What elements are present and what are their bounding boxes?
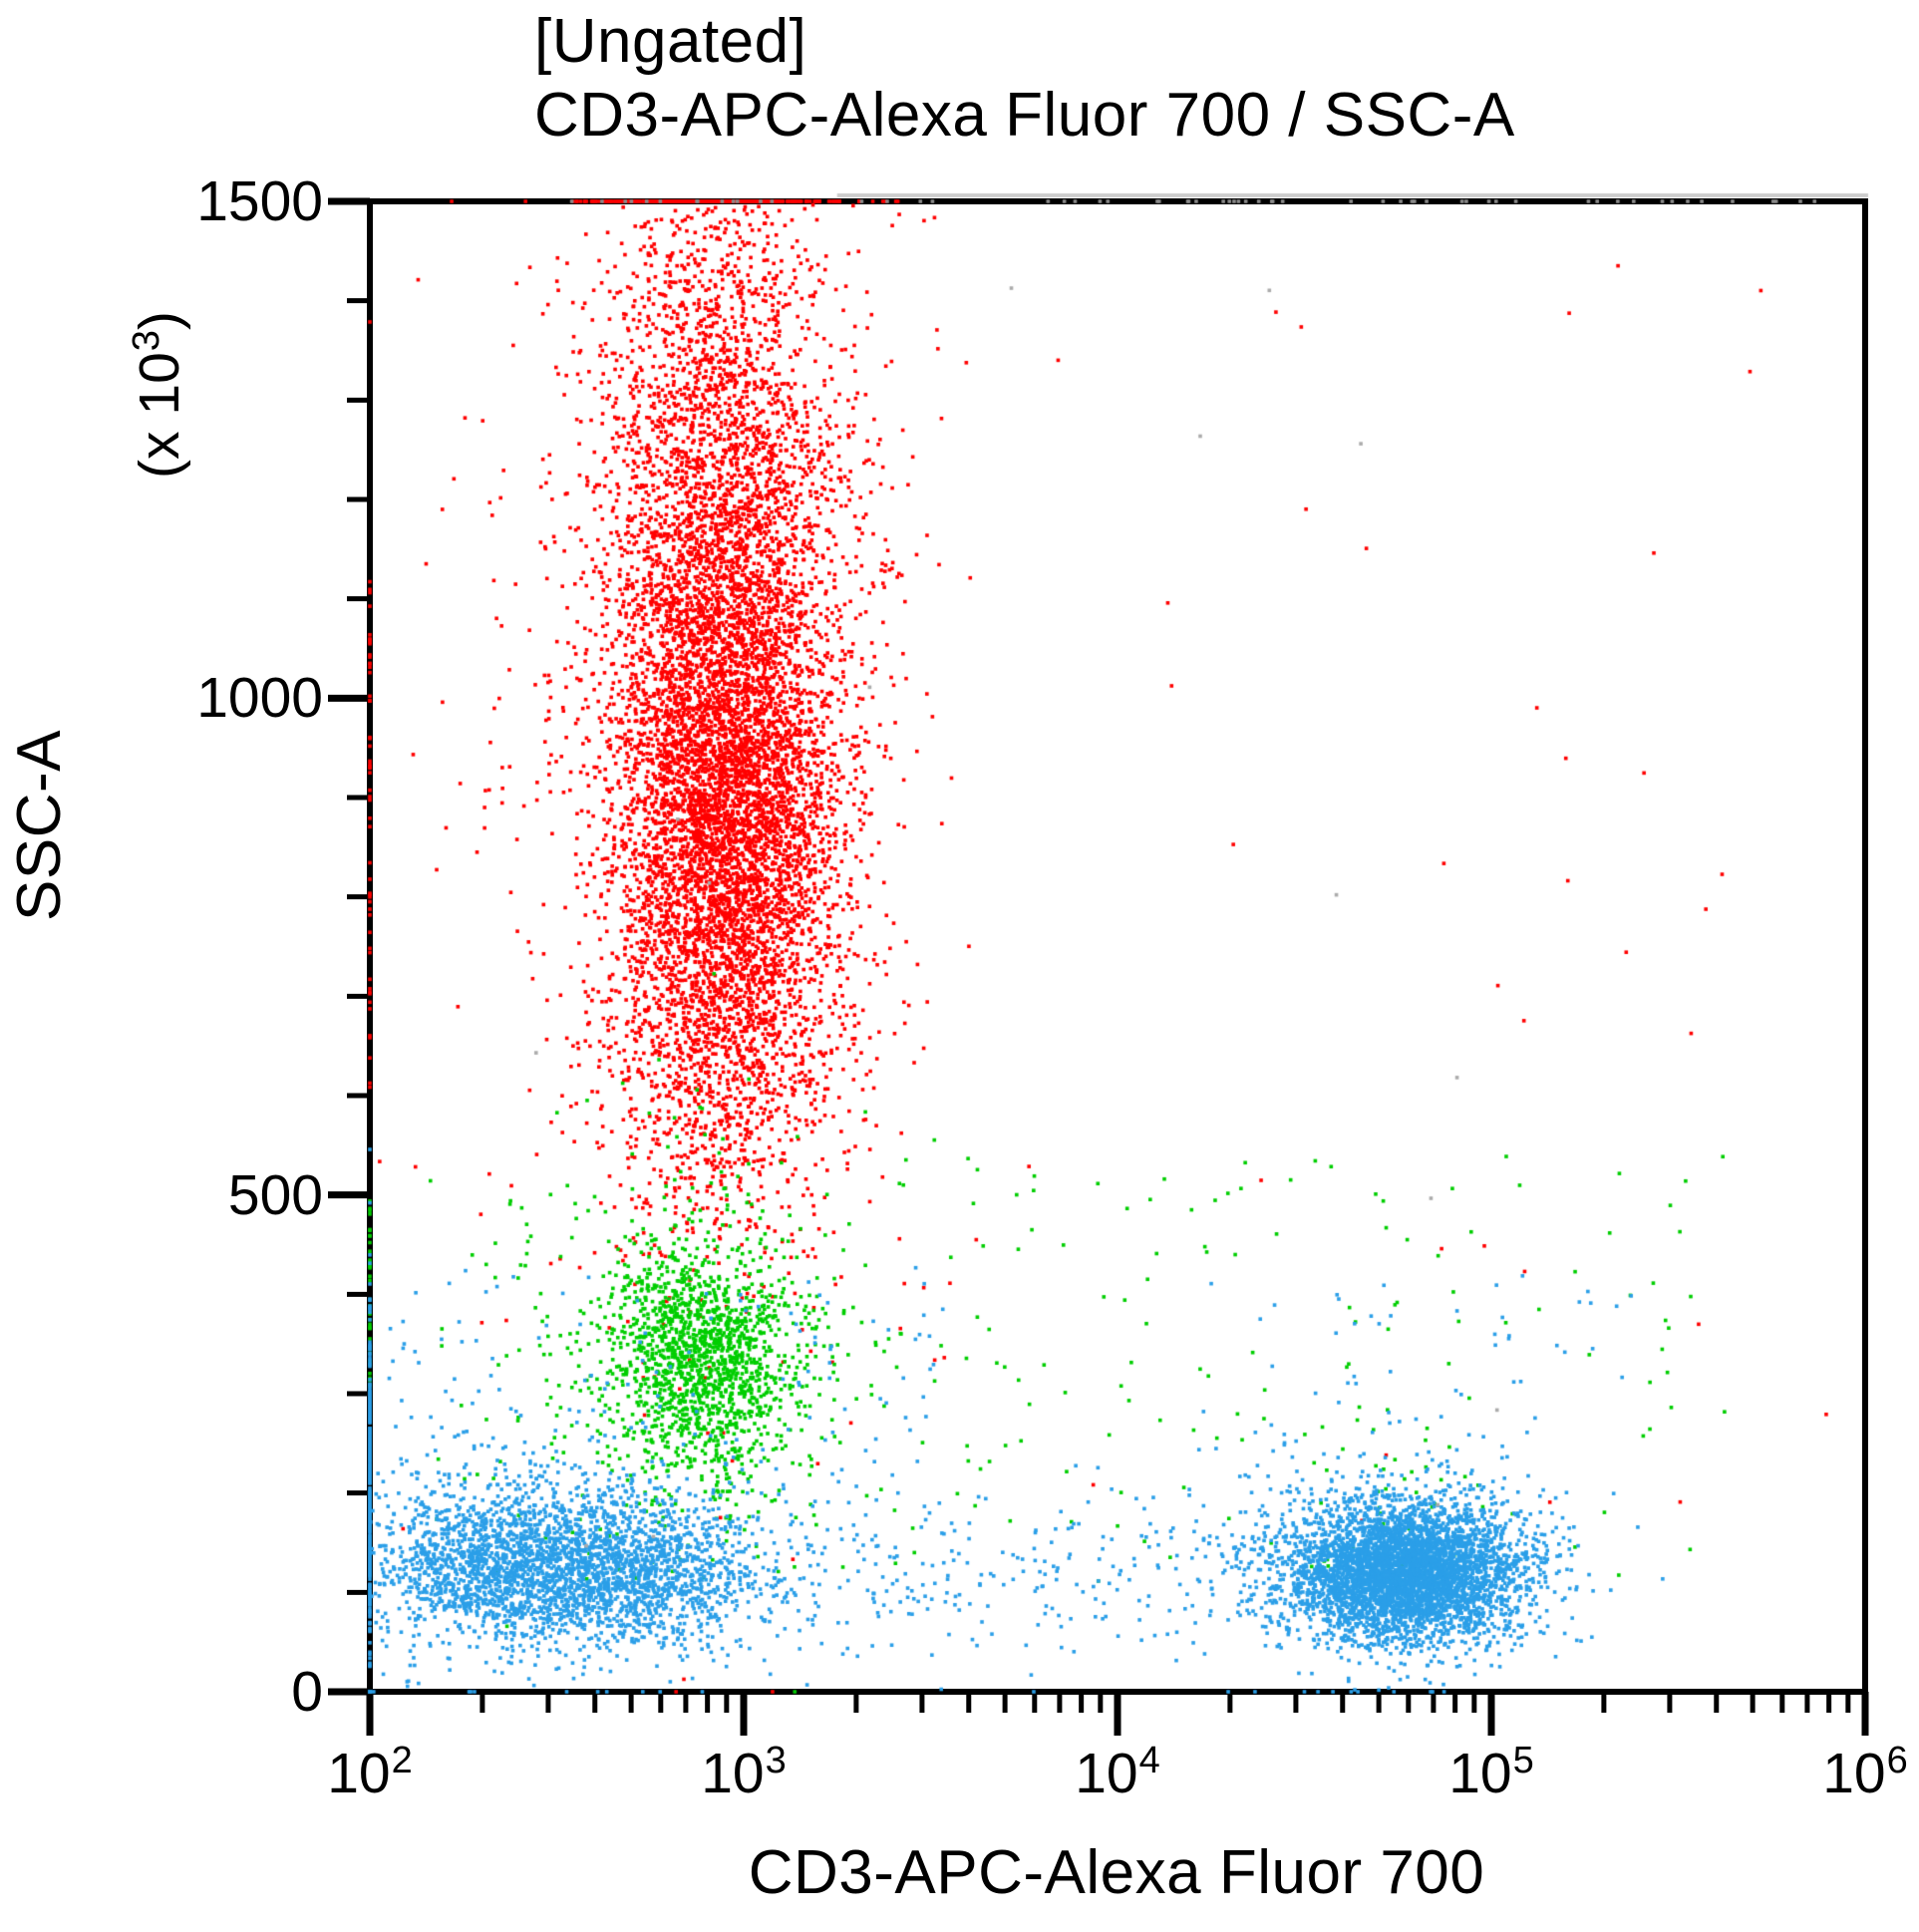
x-tick-exp: 6	[1886, 1740, 1908, 1781]
y-axis-multiplier-open: (x 10	[128, 352, 191, 479]
x-tick-base: 10	[701, 1742, 765, 1805]
y-axis-multiplier-close: )	[128, 311, 191, 331]
x-tick-exp: 2	[391, 1740, 413, 1781]
y-tick-label-500: 500	[227, 1163, 323, 1227]
x-tick-base: 10	[327, 1742, 391, 1805]
y-tick-label-0: 0	[291, 1660, 323, 1724]
x-tick-exp: 3	[765, 1740, 787, 1781]
x-axis-label: CD3-APC-Alexa Fluor 700	[748, 1838, 1485, 1907]
plot-title-line2: CD3-APC-Alexa Fluor 700 / SSC-A	[534, 81, 1515, 150]
x-tick-base: 10	[1075, 1742, 1138, 1805]
dot-canvas	[362, 190, 1873, 1700]
x-tick-label-1e4: 104	[998, 1740, 1237, 1811]
x-tick-label-1e3: 103	[624, 1740, 863, 1811]
y-axis-multiplier: (x 103)	[126, 215, 202, 574]
y-axis-label: SSC-A	[5, 730, 74, 921]
x-tick-label-1e5: 105	[1372, 1740, 1611, 1811]
plot-title-line1: [Ungated]	[534, 7, 807, 76]
x-tick-exp: 4	[1138, 1740, 1160, 1781]
y-tick-label-1500: 1500	[196, 169, 323, 233]
x-tick-base: 10	[1448, 1742, 1512, 1805]
x-tick-label-1e2: 102	[250, 1740, 489, 1811]
y-tick-label-1000: 1000	[196, 666, 323, 730]
y-axis-multiplier-exp: 3	[126, 330, 167, 352]
x-tick-label-1e6: 106	[1746, 1740, 1919, 1811]
x-tick-base: 10	[1822, 1742, 1886, 1805]
x-tick-exp: 5	[1512, 1740, 1534, 1781]
